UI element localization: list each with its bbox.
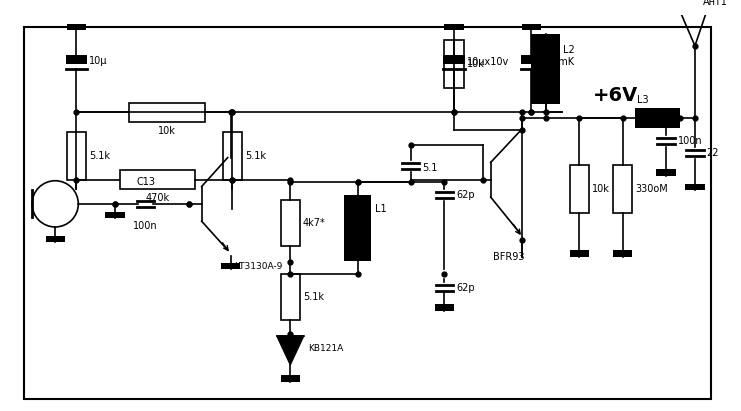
Bar [345,195,371,261]
Bar [66,55,87,64]
Text: 10μx10v: 10μx10v [467,57,509,67]
Bar [281,200,300,246]
Text: 10k: 10k [467,59,485,69]
Text: C13: C13 [136,176,156,187]
Bar [120,170,195,189]
Text: 100n: 100n [133,221,158,231]
Bar [130,103,205,122]
Bar [570,165,589,213]
Bar [570,250,589,257]
Text: 10k: 10k [592,185,610,194]
Text: 4k7*: 4k7* [303,218,325,228]
Text: 470k: 470k [145,193,170,203]
Text: 0.1mK: 0.1mK [544,57,575,67]
Bar [522,24,541,30]
Bar [445,24,464,30]
Text: L1: L1 [375,204,387,214]
Text: L2: L2 [563,45,575,55]
Text: 10k: 10k [158,126,176,136]
Bar [281,375,300,382]
Text: 10μ: 10μ [89,56,107,66]
Text: +6V: +6V [593,85,638,105]
Text: BFR93: BFR93 [493,252,524,262]
Bar [443,55,465,64]
Bar [221,263,240,269]
Bar [105,212,124,218]
Bar [613,250,632,257]
Text: 5.1: 5.1 [422,163,438,173]
Bar [223,132,242,180]
Bar [635,109,680,128]
Text: 62p: 62p [456,283,475,293]
Polygon shape [277,336,304,365]
Bar [613,165,632,213]
Bar [435,304,454,311]
Bar [67,132,86,180]
Bar [685,184,705,190]
Bar [531,34,560,104]
Text: KT3130A-9: KT3130A-9 [234,262,283,271]
Text: 100n: 100n [677,136,702,146]
Text: 62p: 62p [456,190,475,200]
Text: L3: L3 [637,95,649,105]
Text: 5.1k: 5.1k [245,151,266,161]
Bar [67,24,86,30]
Text: KB121A: KB121A [308,344,343,353]
Bar [281,274,300,321]
Text: 5.1k: 5.1k [89,151,110,161]
Bar [657,169,676,176]
Text: 330oM: 330oM [635,185,668,194]
Bar [45,236,64,242]
Text: Ант1: Ант1 [702,0,728,7]
Bar [445,40,464,88]
Bar [521,55,542,64]
Text: 22: 22 [706,148,719,158]
Text: 5.1k: 5.1k [303,292,324,302]
